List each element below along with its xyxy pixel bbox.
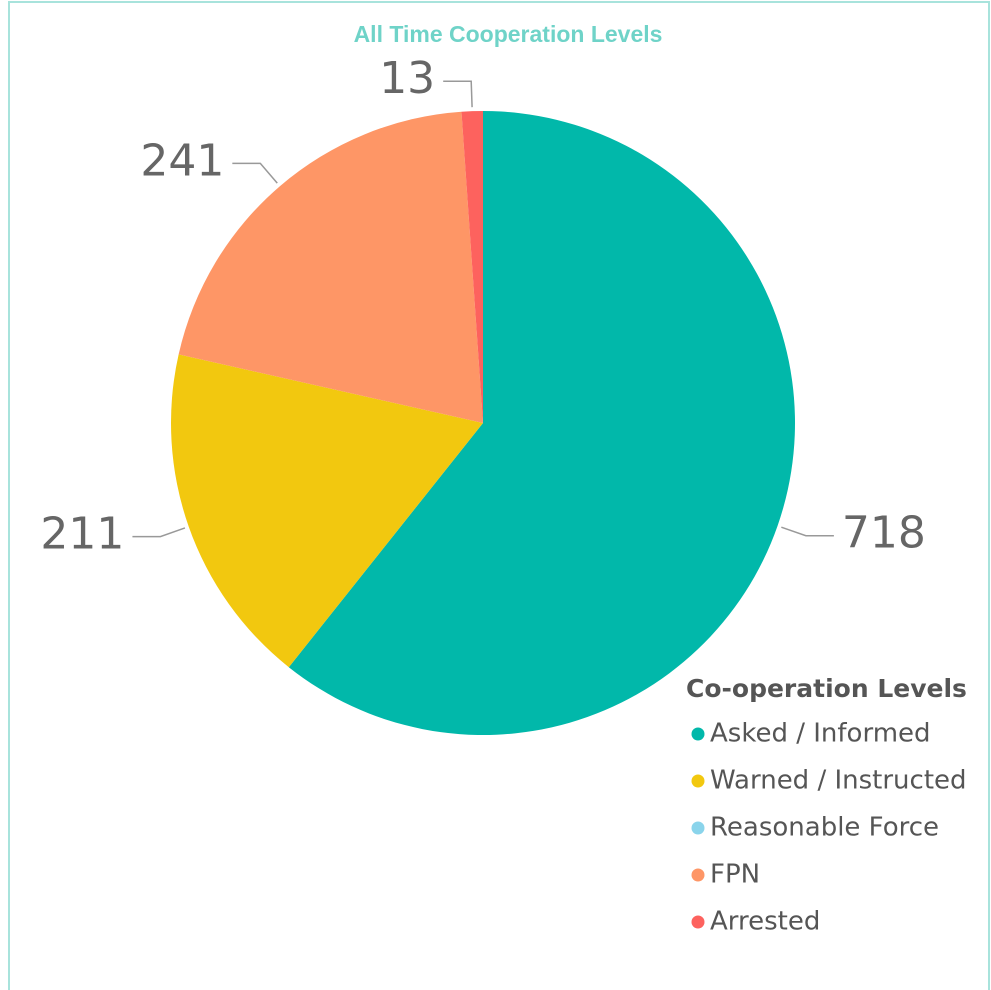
pie-slice [288, 111, 795, 735]
legend-label: Arrested [710, 907, 820, 937]
legend-label: Warned / Instructed [710, 766, 967, 796]
legend-label: Asked / Informed [710, 719, 931, 749]
leader-line [443, 80, 473, 108]
legend-marker [691, 915, 705, 929]
legend-label: Reasonable Force [710, 813, 939, 843]
data-label: 13 [379, 53, 435, 104]
legend-marker [691, 821, 705, 835]
legend-marker [691, 868, 705, 882]
data-label: 718 [842, 508, 926, 559]
data-label: 241 [140, 135, 224, 186]
legend-title: Co-operation Levels [686, 674, 967, 703]
legend-label: FPN [710, 860, 760, 890]
data-label: 211 [40, 509, 124, 560]
leader-line [132, 527, 186, 538]
pie-slice [178, 111, 483, 423]
legend-marker [691, 727, 705, 741]
pie-slice [461, 111, 483, 423]
frame [8, 1, 990, 990]
leader-line [232, 162, 278, 184]
leader-line [781, 526, 834, 537]
pie-slice [170, 354, 483, 668]
chart-title: All Time Cooperation Levels [354, 21, 663, 47]
legend-marker [691, 774, 705, 788]
